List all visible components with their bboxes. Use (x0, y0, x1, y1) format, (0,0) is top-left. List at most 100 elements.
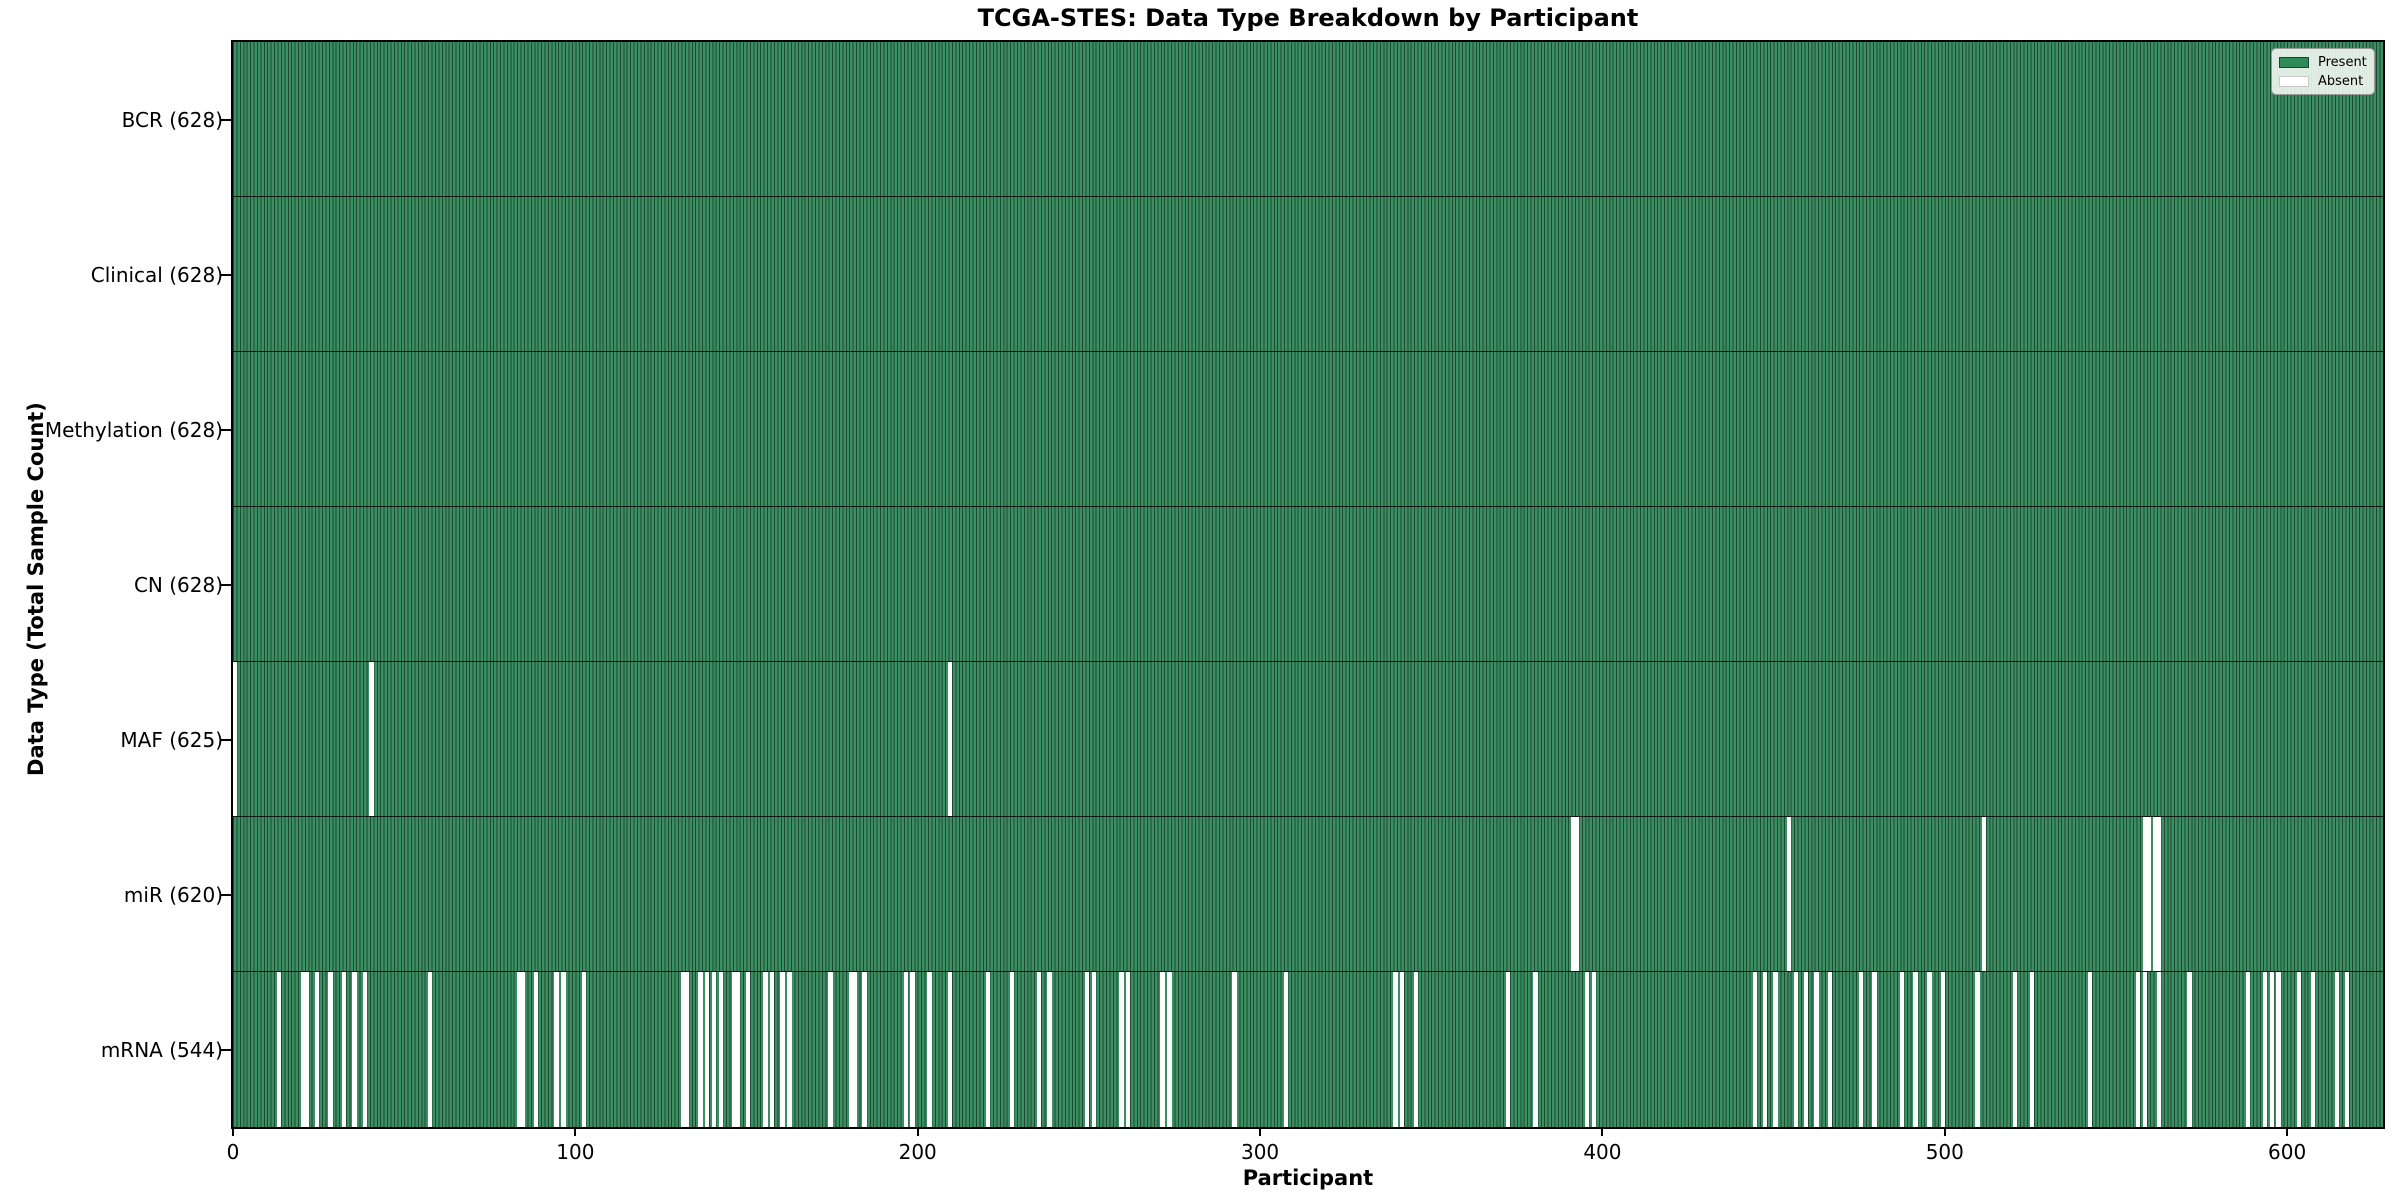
absent-bar-mRNA-220 (985, 972, 991, 1127)
absent-bar-mRNA-88 (533, 972, 539, 1127)
absent-bar-mRNA-198 (910, 972, 915, 1127)
absent-bar-mRNA-174 (828, 972, 833, 1127)
absent-bar-mRNA-24 (314, 972, 320, 1127)
row-MAF (233, 662, 2383, 817)
absent-bar-mRNA-614 (2334, 972, 2339, 1127)
row-miR (233, 817, 2383, 972)
row-Methylation (233, 352, 2383, 507)
absent-bar-miR-562 (2156, 817, 2161, 971)
y-tick-label-MAF: MAF (625) (120, 727, 223, 752)
y-tick-mark (221, 118, 231, 121)
absent-bar-mRNA-32 (342, 972, 347, 1127)
absent-bar-mRNA-607 (2310, 972, 2316, 1127)
absent-bar-mRNA-380 (1533, 972, 1538, 1127)
y-tick-mark (221, 738, 231, 741)
y-tick-mark (221, 428, 231, 431)
absent-bar-MAF-209 (948, 662, 953, 816)
y-tick-mark (221, 583, 231, 586)
x-tick-mark (574, 1127, 577, 1136)
absent-bar-mRNA-341 (1399, 972, 1405, 1127)
absent-bar-mRNA-450 (1773, 972, 1778, 1127)
x-tick-label-600: 600 (2268, 1140, 2307, 1164)
row-Clinical (233, 197, 2383, 352)
x-tick-label-0: 0 (226, 1140, 240, 1164)
x-tick-mark (916, 1127, 919, 1136)
absent-bar-mRNA-155 (763, 972, 768, 1127)
legend-absent-label: Absent (2318, 73, 2364, 89)
absent-bar-mRNA-509 (1975, 972, 1980, 1127)
absent-bar-miR-558 (2142, 817, 2148, 971)
absent-bar-mRNA-525 (2029, 972, 2035, 1127)
absent-bar-mRNA-138 (704, 972, 710, 1127)
y-tick-label-mRNA: mRNA (544) (100, 1037, 223, 1062)
y-tick-label-BCR: BCR (628) (121, 107, 223, 132)
absent-bar-mRNA-520 (2012, 972, 2018, 1127)
absent-bar-mRNA-38 (362, 972, 368, 1127)
x-axis-label: Participant (1242, 1166, 1374, 1190)
absent-bar-mRNA-491 (1913, 972, 1918, 1127)
absent-bar-mRNA-588 (2245, 972, 2250, 1127)
absent-bar-mRNA-136 (698, 972, 703, 1127)
absent-bar-mRNA-28 (328, 972, 333, 1127)
absent-bar-miR-559 (2146, 817, 2151, 971)
absent-bar-mRNA-132 (684, 972, 689, 1127)
present-swatch-icon (2279, 56, 2309, 68)
absent-bar-mRNA-131 (680, 972, 686, 1127)
absent-bar-mRNA-249 (1084, 972, 1090, 1127)
legend-entry-present: Present (2279, 54, 2367, 70)
absent-bar-mRNA-21 (304, 972, 309, 1127)
absent-bar-mRNA-595 (2269, 972, 2274, 1127)
absent-bar-mRNA-597 (2276, 972, 2281, 1127)
absent-bar-mRNA-184 (862, 972, 867, 1127)
row-BCR (233, 42, 2383, 197)
absent-bar-mRNA-147 (735, 972, 741, 1127)
absent-bar-mRNA-558 (2142, 972, 2148, 1127)
absent-bar-mRNA-180 (848, 972, 854, 1127)
absent-bar-mRNA-462 (1814, 972, 1819, 1127)
absent-bar-mRNA-459 (1803, 972, 1809, 1127)
x-tick-label-200: 200 (898, 1140, 937, 1164)
absent-bar-mRNA-84 (520, 972, 525, 1127)
absent-bar-MAF-40 (369, 662, 374, 816)
x-tick-mark (2286, 1127, 2289, 1136)
absent-bar-mRNA-251 (1091, 972, 1097, 1127)
plot-area (231, 40, 2385, 1129)
y-tick-mark (221, 893, 231, 896)
absent-bar-mRNA-345 (1413, 972, 1419, 1127)
absent-bar-mRNA-603 (2296, 972, 2302, 1127)
absent-bar-MAF-0 (233, 662, 237, 816)
absent-bar-miR-391 (1571, 817, 1576, 971)
y-tick-label-Clinical: Clinical (628) (90, 262, 223, 287)
y-tick-mark (221, 273, 231, 276)
absent-bar-mRNA-94 (554, 972, 559, 1127)
absent-bar-mRNA-271 (1160, 972, 1165, 1127)
y-tick-label-Methylation: Methylation (628) (44, 417, 223, 442)
legend-present-label: Present (2318, 54, 2367, 70)
absent-bar-mRNA-395 (1584, 972, 1590, 1127)
absent-bar-mRNA-307 (1283, 972, 1288, 1127)
row-mRNA (233, 972, 2383, 1127)
absent-bar-mRNA-292 (1232, 972, 1237, 1127)
absent-bar-mRNA-447 (1762, 972, 1768, 1127)
absent-bar-mRNA-562 (2156, 972, 2161, 1127)
x-tick-label-400: 400 (1583, 1140, 1622, 1164)
absent-bar-mRNA-102 (581, 972, 587, 1127)
absent-bar-mRNA-20 (300, 972, 306, 1127)
x-tick-label-300: 300 (1240, 1140, 1280, 1164)
absent-bar-mRNA-617 (2344, 972, 2350, 1127)
absent-bar-mRNA-444 (1752, 972, 1757, 1127)
absent-bar-mRNA-495 (1927, 972, 1932, 1127)
absent-bar-mRNA-196 (903, 972, 908, 1127)
absent-bar-mRNA-150 (746, 972, 751, 1127)
absent-bar-mRNA-181 (852, 972, 857, 1127)
absent-bar-mRNA-397 (1591, 972, 1597, 1127)
absent-bar-mRNA-238 (1047, 972, 1052, 1127)
absent-bar-mRNA-372 (1506, 972, 1511, 1127)
chart-title: TCGA-STES: Data Type Breakdown by Partic… (977, 4, 1639, 32)
absent-bar-mRNA-259 (1119, 972, 1124, 1127)
absent-bar-mRNA-13 (277, 972, 282, 1127)
x-tick-mark (232, 1127, 234, 1136)
absent-bar-mRNA-142 (718, 972, 724, 1127)
y-tick-label-miR: miR (620) (123, 882, 223, 907)
